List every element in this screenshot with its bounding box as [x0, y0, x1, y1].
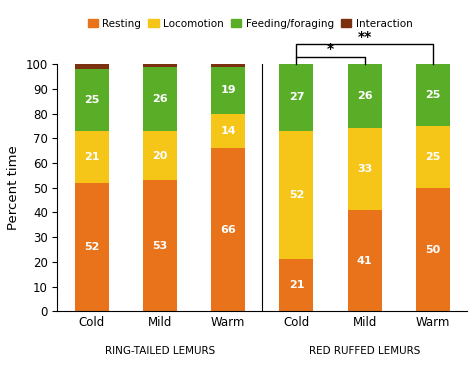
Bar — [416, 188, 450, 311]
Bar — [143, 131, 177, 180]
Text: 21: 21 — [84, 152, 100, 162]
Text: 25: 25 — [425, 90, 441, 100]
Text: 52: 52 — [84, 242, 99, 252]
Bar — [74, 64, 109, 69]
Legend: Resting, Locomotion, Feeding/foraging, Interaction: Resting, Locomotion, Feeding/foraging, I… — [83, 15, 417, 33]
Text: 14: 14 — [220, 126, 236, 136]
Text: 27: 27 — [289, 92, 304, 102]
Text: 25: 25 — [425, 152, 441, 162]
Bar — [143, 180, 177, 311]
Bar — [74, 131, 109, 183]
Bar — [211, 64, 245, 67]
Text: 41: 41 — [357, 256, 373, 266]
Text: 52: 52 — [289, 190, 304, 200]
Text: 26: 26 — [152, 94, 168, 104]
Bar — [74, 183, 109, 311]
Text: 33: 33 — [357, 164, 372, 174]
Bar — [143, 64, 177, 67]
Bar — [211, 148, 245, 311]
Bar — [416, 64, 450, 126]
Y-axis label: Percent time: Percent time — [7, 145, 20, 230]
Bar — [279, 64, 313, 131]
Bar — [347, 64, 382, 128]
Bar — [279, 131, 313, 259]
Text: **: ** — [357, 29, 372, 43]
Text: *: * — [327, 42, 334, 56]
Text: 25: 25 — [84, 95, 99, 105]
Bar — [279, 259, 313, 311]
Bar — [347, 210, 382, 311]
Text: 20: 20 — [152, 151, 167, 160]
Bar — [74, 69, 109, 131]
Text: 50: 50 — [425, 245, 440, 255]
Bar — [347, 128, 382, 210]
Bar — [211, 114, 245, 148]
Bar — [211, 67, 245, 114]
Text: 66: 66 — [220, 225, 236, 235]
Text: 26: 26 — [357, 91, 373, 101]
Text: RING-TAILED LEMURS: RING-TAILED LEMURS — [105, 346, 215, 356]
Text: RED RUFFED LEMURS: RED RUFFED LEMURS — [309, 346, 420, 356]
Text: 53: 53 — [152, 241, 167, 251]
Bar — [416, 126, 450, 188]
Text: 21: 21 — [289, 280, 304, 290]
Text: 19: 19 — [220, 85, 236, 95]
Bar — [143, 67, 177, 131]
